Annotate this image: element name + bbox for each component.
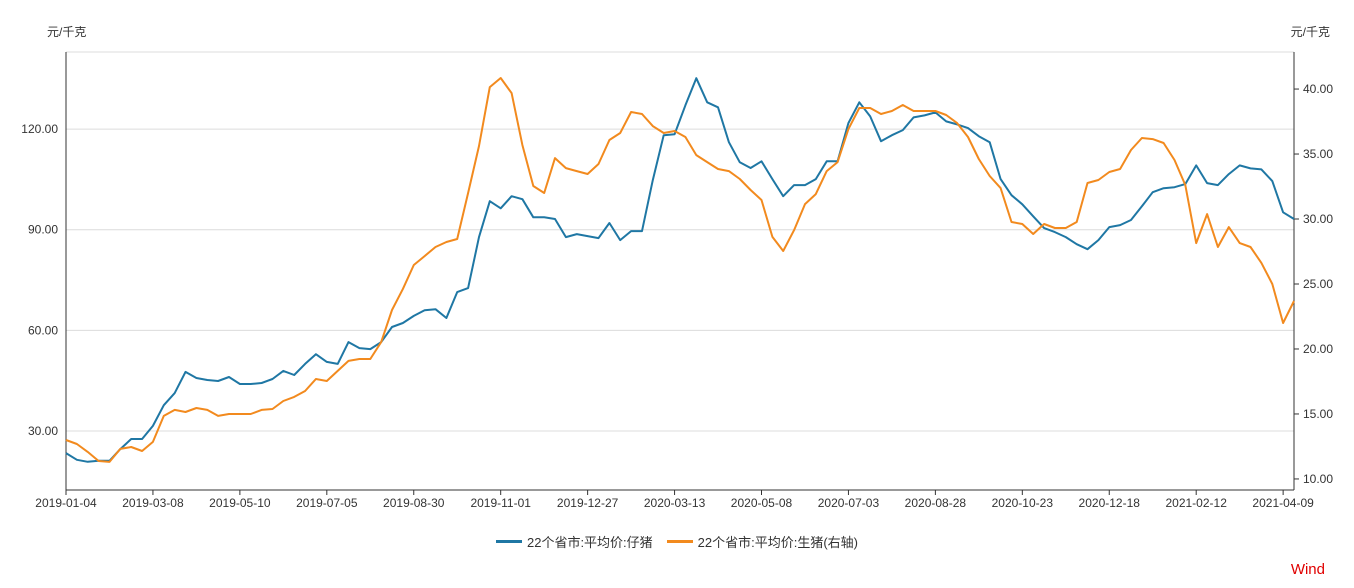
x-tick-label: 2020-03-13 bbox=[644, 496, 706, 510]
right-tick-label: 15.00 bbox=[1303, 407, 1333, 421]
legend-item-piglet[interactable]: 22个省市:平均价:仔猪 bbox=[495, 532, 653, 551]
x-tick-label: 2021-04-09 bbox=[1252, 496, 1314, 510]
x-tick-label: 2019-11-01 bbox=[470, 496, 531, 510]
source-label: Wind bbox=[1290, 561, 1325, 578]
x-tick-label: 2020-12-18 bbox=[1079, 496, 1141, 510]
series-line-hog bbox=[65, 77, 1295, 463]
x-tick-label: 2019-01-04 bbox=[35, 496, 97, 510]
right-tick-label: 35.00 bbox=[1303, 147, 1333, 161]
legend-item-hog[interactable]: 22个省市:平均价:生猪(右轴) bbox=[666, 532, 859, 551]
x-tick-label: 2019-07-05 bbox=[296, 496, 358, 510]
x-tick-label: 2019-05-10 bbox=[209, 496, 271, 510]
x-tick-label: 2020-05-08 bbox=[731, 496, 793, 510]
legend-swatch-blue bbox=[495, 540, 522, 543]
x-tick-label: 2019-03-08 bbox=[122, 496, 184, 510]
right-tick-label: 30.00 bbox=[1303, 212, 1333, 226]
right-tick-label: 20.00 bbox=[1303, 342, 1333, 356]
legend-swatch-orange bbox=[666, 540, 693, 543]
legend-label: 22个省市:平均价:仔猪 bbox=[526, 535, 653, 550]
legend: 22个省市:平均价:仔猪 22个省市:平均价:生猪(右轴) bbox=[0, 532, 1354, 551]
x-tick-label: 2019-12-27 bbox=[557, 496, 619, 510]
left-tick-label: 120.00 bbox=[21, 122, 58, 136]
right-axis-unit: 元/千克 bbox=[1290, 25, 1330, 39]
left-tick-label: 90.00 bbox=[28, 223, 58, 237]
x-tick-label: 2020-07-03 bbox=[818, 496, 880, 510]
series-line-piglet bbox=[65, 77, 1295, 463]
right-tick-label: 40.00 bbox=[1303, 82, 1333, 96]
x-tick-label: 2020-10-23 bbox=[992, 496, 1054, 510]
left-tick-label: 60.00 bbox=[28, 323, 58, 337]
right-tick-label: 10.00 bbox=[1303, 472, 1333, 486]
x-tick-label: 2019-08-30 bbox=[383, 496, 445, 510]
x-tick-label: 2020-08-28 bbox=[905, 496, 967, 510]
left-axis-unit: 元/千克 bbox=[47, 25, 87, 39]
x-tick-label: 2021-02-12 bbox=[1165, 496, 1227, 510]
legend-label: 22个省市:平均价:生猪(右轴) bbox=[697, 535, 859, 550]
left-tick-label: 30.00 bbox=[28, 424, 58, 438]
right-tick-label: 25.00 bbox=[1303, 277, 1333, 291]
